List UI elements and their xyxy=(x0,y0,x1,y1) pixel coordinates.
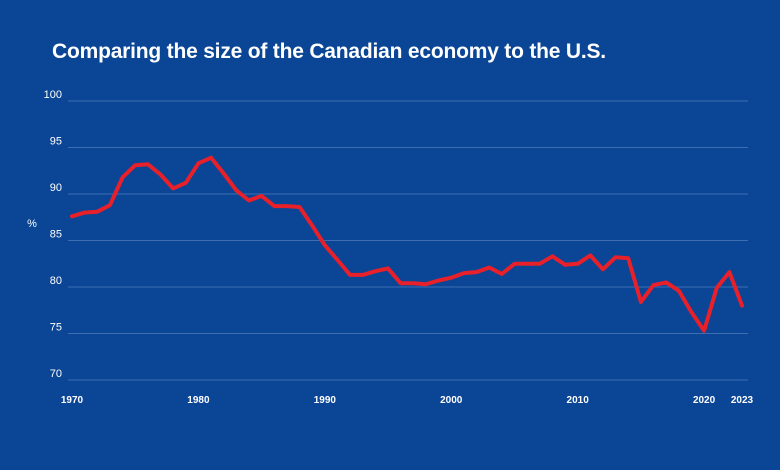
x-tick-label: 1970 xyxy=(61,395,84,406)
y-tick-label: 95 xyxy=(50,136,62,148)
y-tick-label: 75 xyxy=(50,322,62,334)
x-axis-ticks: 1970 1980 1990 2000 2010 2020 2023 xyxy=(61,395,754,406)
gridlines xyxy=(68,100,748,381)
chart-title: Comparing the size of the Canadian econo… xyxy=(52,40,606,63)
y-tick-label: 85 xyxy=(50,229,62,241)
x-tick-label: 2000 xyxy=(440,395,463,406)
x-tick-label: 2010 xyxy=(567,395,590,406)
y-tick-label: 90 xyxy=(50,182,62,194)
x-tick-label: 1990 xyxy=(314,395,337,406)
x-tick-label: 2023 xyxy=(731,395,754,406)
x-tick-label: 1980 xyxy=(187,395,210,406)
y-axis-label: % xyxy=(27,218,37,230)
y-tick-label: 100 xyxy=(44,89,62,101)
y-axis-ticks: 70 75 80 85 90 95 100 xyxy=(44,89,62,380)
series-line xyxy=(70,155,744,333)
y-tick-label: 70 xyxy=(50,368,62,380)
y-tick-label: 80 xyxy=(50,275,62,287)
x-tick-label: 2020 xyxy=(693,395,716,406)
